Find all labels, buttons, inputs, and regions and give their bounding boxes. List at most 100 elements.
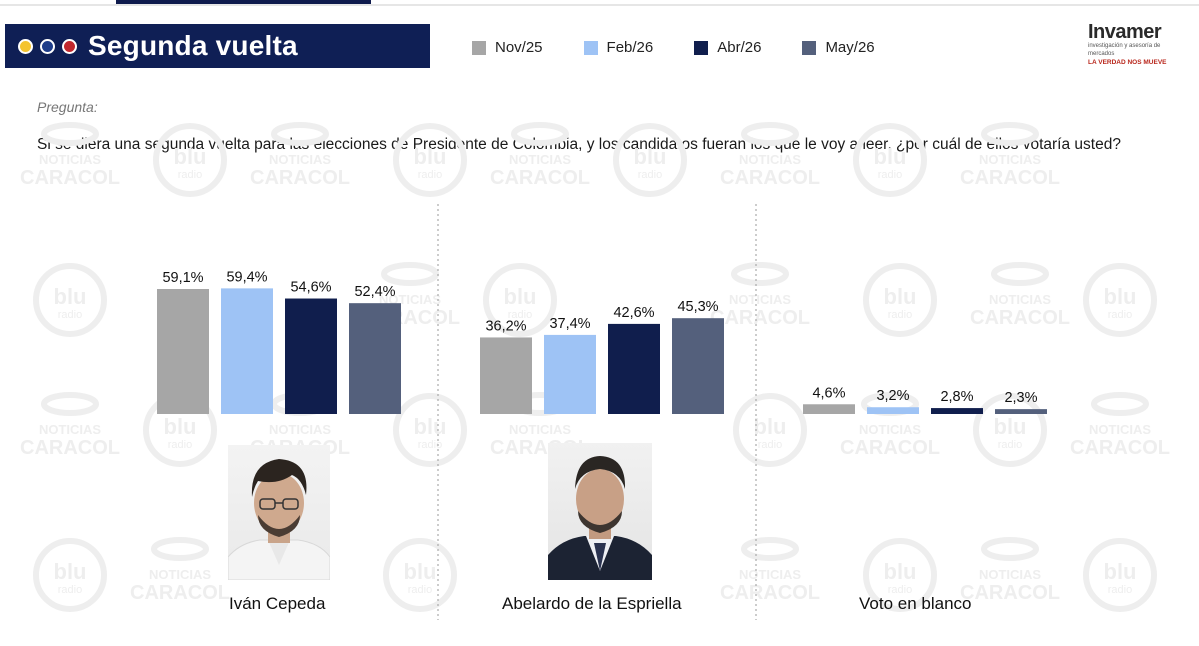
watermark-text: blu bbox=[414, 144, 447, 169]
legend-item-may26: May/26 bbox=[802, 39, 875, 56]
data-label: 54,6% bbox=[290, 280, 331, 296]
data-label: 2,3% bbox=[1004, 390, 1037, 406]
watermark-text: radio bbox=[638, 169, 662, 181]
bar-Feb26-2 bbox=[867, 407, 919, 414]
watermark-text: NOTICIAS bbox=[149, 567, 211, 582]
logo-tagline: LA VERDAD NOS MUEVE bbox=[1088, 59, 1167, 66]
watermark-swoosh-icon bbox=[981, 537, 1039, 561]
watermark-swoosh-icon bbox=[731, 262, 789, 286]
watermark-swoosh-icon bbox=[151, 537, 209, 561]
candidate-name-voto-blanco: Voto en blanco bbox=[859, 594, 972, 613]
legend-label: Abr/26 bbox=[717, 39, 762, 56]
watermark-circle-icon bbox=[733, 393, 807, 467]
watermark-text: radio bbox=[1108, 309, 1132, 321]
watermark-text: CARACOL bbox=[960, 582, 1060, 604]
data-label: 3,2% bbox=[876, 388, 909, 404]
watermark-text: blu bbox=[884, 284, 917, 309]
bar-Feb26-0 bbox=[221, 288, 273, 414]
watermark-text: blu bbox=[634, 144, 667, 169]
watermark-text: radio bbox=[168, 439, 192, 451]
logo-wordmark: Invamer bbox=[1088, 21, 1162, 43]
watermark-text: CARACOL bbox=[490, 167, 590, 189]
data-label: 59,4% bbox=[226, 269, 267, 285]
watermark-text: NOTICIAS bbox=[39, 152, 101, 167]
watermark-text: blu bbox=[994, 414, 1027, 439]
watermark-circle-icon bbox=[383, 538, 457, 612]
watermark-circle-icon bbox=[1083, 263, 1157, 337]
legend-label: Nov/25 bbox=[495, 39, 543, 56]
bar-Nov25-1 bbox=[480, 337, 532, 414]
watermark-text: radio bbox=[418, 439, 442, 451]
watermark-text: blu bbox=[754, 414, 787, 439]
top-accent-bar bbox=[116, 0, 371, 4]
bar-Nov25-0 bbox=[157, 289, 209, 414]
watermark-circle-icon bbox=[853, 123, 927, 197]
watermark-text: CARACOL bbox=[720, 167, 820, 189]
watermark-swoosh-icon bbox=[1091, 392, 1149, 416]
watermark-text: radio bbox=[998, 439, 1022, 451]
watermark-circle-icon bbox=[973, 393, 1047, 467]
watermark-text: CARACOL bbox=[970, 307, 1070, 329]
legend-item-nov25: Nov/25 bbox=[472, 39, 543, 56]
watermark-swoosh-icon bbox=[381, 262, 439, 286]
watermark-text: blu bbox=[1104, 284, 1137, 309]
watermark-text: NOTICIAS bbox=[739, 567, 801, 582]
legend-item-feb26: Feb/26 bbox=[583, 39, 653, 56]
bar-May26-1 bbox=[672, 318, 724, 414]
watermark-text: blu bbox=[404, 559, 437, 584]
watermark-text: NOTICIAS bbox=[509, 152, 571, 167]
watermark-swoosh-icon bbox=[981, 122, 1039, 146]
candidate-name-espriella: Abelardo de la Espriella bbox=[502, 594, 682, 613]
top-divider bbox=[0, 4, 1199, 6]
watermark-text: radio bbox=[758, 439, 782, 451]
logo-subtitle: investigación y asesoría de mercados bbox=[1088, 43, 1161, 57]
watermark-text: NOTICIAS bbox=[979, 567, 1041, 582]
bar-May26-0 bbox=[349, 303, 401, 414]
watermark-text: blu bbox=[164, 414, 197, 439]
watermark-text: radio bbox=[888, 584, 912, 596]
watermark-text: CARACOL bbox=[1070, 437, 1170, 459]
watermark-text: NOTICIAS bbox=[269, 152, 331, 167]
data-label: 2,8% bbox=[940, 389, 973, 405]
watermark-circle-icon bbox=[393, 123, 467, 197]
watermark-text: radio bbox=[1108, 584, 1132, 596]
watermark-text: CARACOL bbox=[720, 582, 820, 604]
watermark-text: blu bbox=[174, 144, 207, 169]
watermark-circle-icon bbox=[863, 263, 937, 337]
red-dot-icon bbox=[62, 38, 77, 54]
title-bar: Segunda vuelta bbox=[5, 24, 430, 68]
watermark-text: NOTICIAS bbox=[989, 292, 1051, 307]
watermark-text: NOTICIAS bbox=[509, 422, 571, 437]
watermark-text: CARACOL bbox=[20, 437, 120, 459]
watermark-circle-icon bbox=[863, 538, 937, 612]
page-title: Segunda vuelta bbox=[88, 30, 298, 61]
bar-Abr26-1 bbox=[608, 323, 660, 414]
watermark-text: radio bbox=[888, 309, 912, 321]
legend-item-abr26: Abr/26 bbox=[694, 39, 761, 56]
watermark-circle-icon bbox=[483, 263, 557, 337]
candidate-photo-espriella bbox=[548, 443, 652, 580]
yellow-dot-icon bbox=[18, 38, 33, 54]
bar-Nov25-2 bbox=[803, 404, 855, 414]
watermark-swoosh-icon bbox=[41, 122, 99, 146]
watermark-text: blu bbox=[1104, 559, 1137, 584]
watermark-text: NOTICIAS bbox=[739, 152, 801, 167]
data-label: 37,4% bbox=[549, 316, 590, 332]
data-label: 42,6% bbox=[613, 305, 654, 321]
watermark-circle-icon bbox=[393, 393, 467, 467]
watermark-text: blu bbox=[504, 284, 537, 309]
watermark-text: NOTICIAS bbox=[729, 292, 791, 307]
watermark-text: NOTICIAS bbox=[859, 422, 921, 437]
watermark-text: radio bbox=[178, 169, 202, 181]
blue-dot-icon bbox=[40, 38, 55, 54]
bar-Abr26-2 bbox=[931, 408, 983, 414]
watermark-text: radio bbox=[58, 584, 82, 596]
data-label: 4,6% bbox=[812, 385, 845, 401]
bar-May26-2 bbox=[995, 409, 1047, 414]
bar-Abr26-0 bbox=[285, 298, 337, 414]
watermark-text: blu bbox=[54, 559, 87, 584]
data-label: 36,2% bbox=[485, 318, 526, 334]
watermark-text: CARACOL bbox=[250, 167, 350, 189]
watermark-swoosh-icon bbox=[741, 537, 799, 561]
